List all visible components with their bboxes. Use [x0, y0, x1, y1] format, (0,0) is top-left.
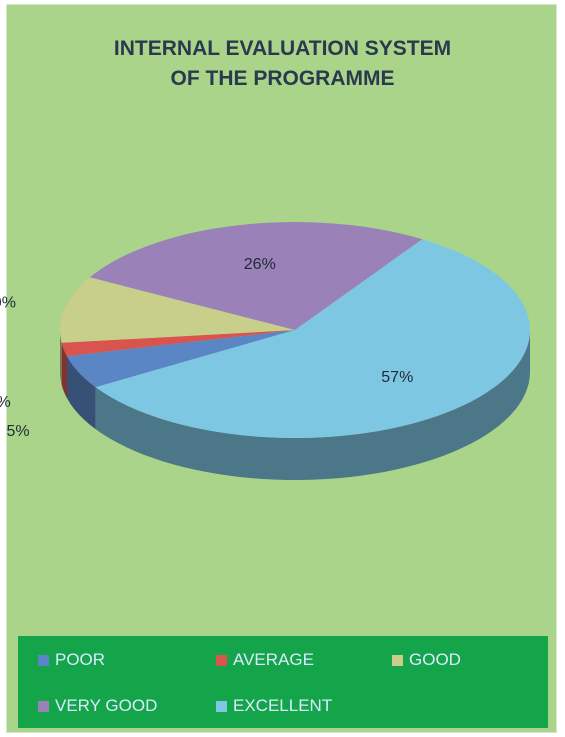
legend-label-poor: POOR — [55, 650, 106, 669]
slice-side-good — [60, 330, 62, 385]
legend-swatch-very-good — [38, 700, 49, 712]
slice-excellent — [95, 239, 531, 439]
legend-item-very-good: VERY GOOD — [38, 696, 157, 716]
slice-good — [59, 277, 296, 343]
legend-label-very-good: VERY GOOD — [55, 696, 158, 715]
legend-swatch-excellent — [216, 700, 227, 712]
legend-label-average: AVERAGE — [233, 650, 314, 669]
legend: POOR AVERAGE GOOD VERY GOOD EXCELLENT — [18, 636, 548, 728]
data-label-average: 2% — [0, 394, 11, 411]
legend-item-excellent: EXCELLENT — [216, 696, 332, 716]
slice-side-average — [61, 342, 67, 399]
slice-average — [61, 330, 296, 357]
legend-label-excellent: EXCELLENT — [233, 696, 333, 715]
slice-side-poor — [66, 356, 96, 430]
legend-swatch-poor — [38, 654, 49, 666]
legend-swatch-average — [216, 654, 227, 666]
slice-very-good — [89, 222, 423, 330]
data-label-poor: 5% — [7, 423, 30, 440]
legend-label-good: GOOD — [409, 650, 461, 669]
slice-side-excellent — [95, 330, 531, 480]
data-label-good: 10% — [0, 294, 16, 311]
legend-swatch-good — [392, 654, 403, 666]
chart-title: INTERNAL EVALUATION SYSTEM OF THE PROGRA… — [113, 37, 452, 90]
data-label-very-good: 26% — [244, 256, 276, 273]
data-label-excellent: 57% — [381, 369, 413, 386]
legend-item-poor: POOR — [38, 650, 105, 670]
legend-item-average: AVERAGE — [216, 650, 314, 670]
slice-poor — [66, 330, 295, 388]
legend-item-good: GOOD — [392, 650, 461, 670]
